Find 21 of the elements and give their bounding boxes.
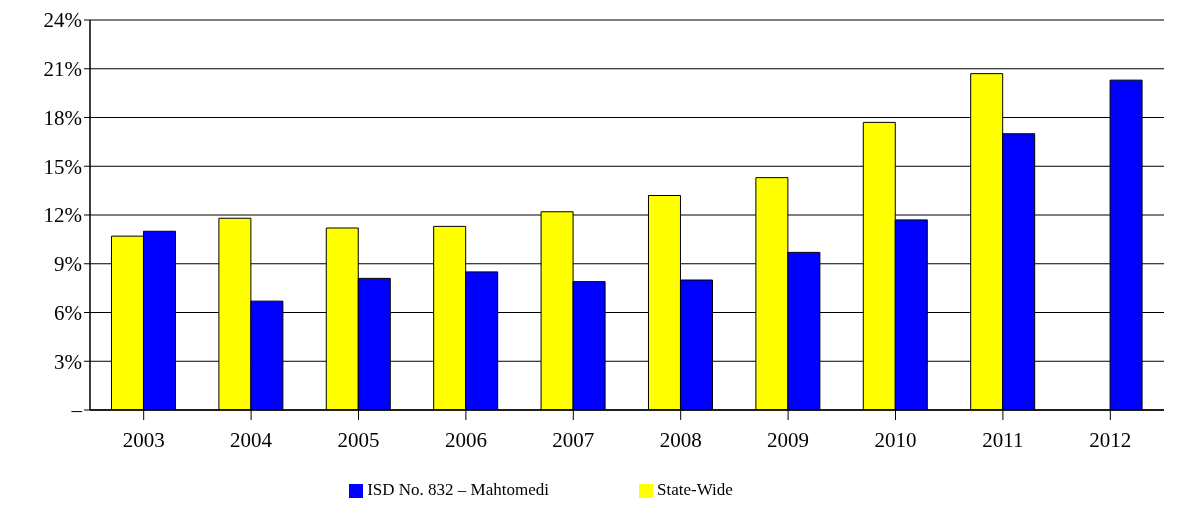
x-tick-label: 2009 bbox=[767, 427, 810, 452]
y-tick-label: 18% bbox=[43, 105, 82, 130]
x-tick-label: 2008 bbox=[659, 427, 702, 452]
y-tick-label: 3% bbox=[54, 349, 82, 374]
y-tick-label: 15% bbox=[43, 154, 82, 179]
y-tick-label: 9% bbox=[54, 252, 82, 277]
y-tick-label: 21% bbox=[43, 57, 82, 82]
x-tick-label: 2011 bbox=[982, 427, 1024, 452]
x-tick-label: 2007 bbox=[552, 427, 595, 452]
x-tick-label: 2010 bbox=[874, 427, 917, 452]
y-tick-label: – bbox=[70, 398, 83, 423]
legend-label: ISD No. 832 – Mahtomedi bbox=[367, 480, 549, 499]
x-tick-label: 2005 bbox=[337, 427, 380, 452]
y-tick-label: 6% bbox=[54, 300, 82, 325]
x-tick-label: 2012 bbox=[1089, 427, 1132, 452]
y-tick-label: 24% bbox=[43, 8, 82, 33]
x-tick-label: 2006 bbox=[444, 427, 487, 452]
y-tick-label: 12% bbox=[43, 203, 82, 228]
legend-label: State-Wide bbox=[657, 480, 733, 499]
x-tick-label: 2003 bbox=[122, 427, 165, 452]
x-tick-label: 2004 bbox=[230, 427, 273, 452]
